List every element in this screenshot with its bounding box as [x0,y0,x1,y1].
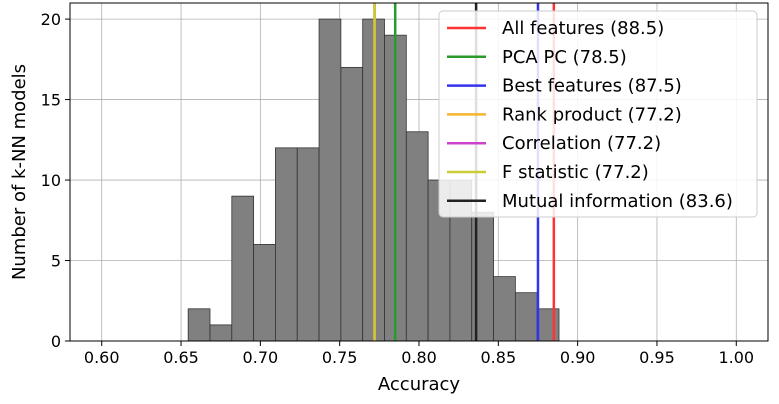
y-axis-ticks: 0 5 10 15 20 [41,10,70,351]
legend-label: All features (88.5) [502,18,664,39]
x-tick-label: 0.95 [639,348,675,367]
legend-label: Best features (87.5) [502,76,682,97]
y-tick-label: 15 [41,91,61,110]
x-tick-label: 0.85 [481,348,517,367]
x-axis-ticks: 0.60 0.65 0.70 0.75 0.80 0.85 0.90 0.95 1.00 [84,341,754,367]
histogram-bar [318,18,342,342]
x-tick-label: 0.60 [84,348,120,367]
histogram-bar [536,308,560,342]
x-tick-label: 0.90 [560,348,596,367]
x-tick-label: 1.00 [718,348,754,367]
x-tick-label: 0.80 [401,348,437,367]
legend-label: Mutual information (83.6) [502,191,733,212]
legend-label: F statistic (77.2) [502,162,649,183]
histogram-bar [231,195,255,342]
x-tick-label: 0.70 [243,348,279,367]
legend-label: Correlation (77.2) [502,133,661,154]
x-axis-label: Accuracy [378,374,461,395]
legend-box [438,10,758,218]
x-tick-label: 0.65 [163,348,199,367]
legend-label: Rank product (77.2) [502,104,682,125]
x-tick-label: 0.75 [322,348,358,367]
histogram-bar [514,292,538,342]
histogram-bar [209,324,233,342]
y-axis-label: Number of k-NN models [9,64,30,280]
histogram-bar [493,276,516,342]
histogram-bar [275,147,298,342]
histogram-bar [253,244,276,342]
y-tick-label: 10 [41,171,61,190]
y-tick-label: 5 [51,252,61,271]
histogram-bar [340,66,364,342]
legend-label: PCA PC (78.5) [502,47,627,68]
y-tick-label: 20 [41,10,61,29]
histogram-bar [296,147,320,342]
y-tick-label: 0 [51,332,61,351]
legend: All features (88.5) PCA PC (78.5) Best fea… [438,10,758,218]
histogram-bar [187,308,211,342]
histogram-bar [405,131,429,342]
